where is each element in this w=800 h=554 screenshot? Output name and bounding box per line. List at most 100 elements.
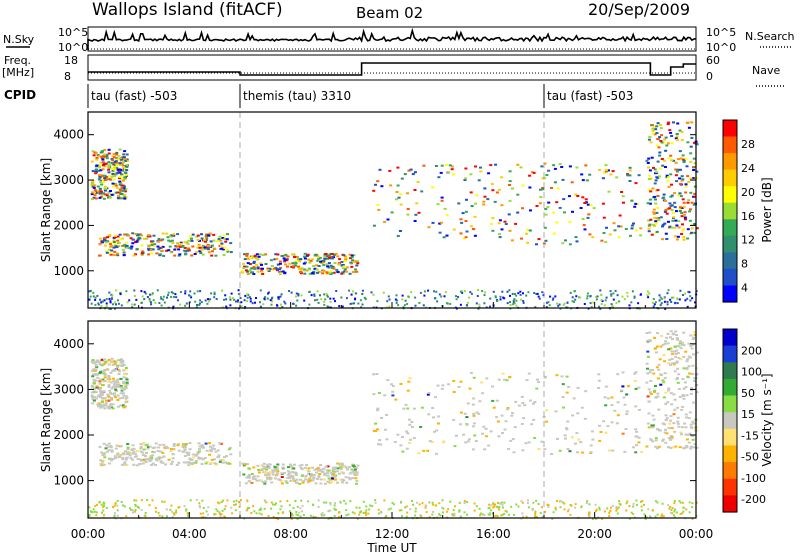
echo-cell	[541, 187, 545, 190]
echo-cell	[261, 267, 264, 270]
echo-cell	[667, 362, 671, 364]
echo-cell	[198, 246, 202, 249]
clutter-cell	[625, 509, 628, 512]
clutter-cell	[357, 302, 360, 305]
echo-cell	[350, 471, 354, 474]
clutter-cell	[476, 295, 479, 297]
clutter-cell	[267, 292, 270, 295]
echo-cell	[500, 176, 504, 179]
echo-cell	[218, 245, 222, 247]
echo-cell	[662, 381, 666, 384]
clutter-cell	[563, 508, 566, 511]
echo-cell	[326, 472, 330, 475]
clutter-cell	[673, 500, 676, 502]
echo-cell	[475, 411, 479, 414]
echo-cell	[90, 160, 94, 163]
echo-cell	[125, 165, 129, 168]
cpid-segment-label: tau (fast) -503	[91, 89, 177, 103]
echo-cell	[110, 244, 114, 247]
clutter-cell	[579, 296, 582, 299]
clutter-cell	[487, 513, 490, 516]
clutter-cell	[160, 304, 163, 307]
echo-cell	[187, 247, 191, 250]
echo-cell	[669, 154, 673, 157]
echo-cell	[655, 144, 659, 147]
echo-cell	[210, 458, 214, 461]
clutter-cell	[185, 509, 188, 512]
clutter-cell	[154, 507, 157, 509]
echo-cell	[670, 435, 674, 438]
power-ylabel: Slant Range [km]	[39, 158, 53, 262]
echo-cell	[276, 468, 279, 471]
echo-cell	[118, 157, 122, 160]
echo-cell	[99, 195, 103, 198]
clutter-cell	[490, 504, 493, 507]
clutter-cell	[541, 291, 544, 294]
echo-cell	[434, 165, 438, 167]
clutter-cell	[616, 294, 619, 297]
echo-cell	[257, 469, 261, 471]
clutter-cell	[489, 509, 492, 512]
echo-cell	[183, 448, 187, 451]
echo-cell	[290, 474, 294, 477]
clutter-cell	[423, 290, 426, 293]
clutter-cell	[519, 293, 522, 296]
echo-cell	[626, 174, 630, 177]
echo-cell	[244, 269, 248, 272]
clutter-cell	[224, 505, 227, 508]
echo-cell	[497, 378, 501, 381]
clutter-cell	[175, 511, 178, 514]
clutter-cell	[259, 301, 261, 304]
echo-cell	[336, 255, 340, 258]
clutter-cell	[534, 512, 537, 515]
echo-cell	[145, 237, 149, 240]
echo-cell	[224, 461, 228, 464]
echo-cell	[99, 391, 103, 394]
echo-cell	[332, 471, 336, 474]
clutter-cell	[669, 298, 672, 301]
echo-cell	[247, 476, 251, 479]
echo-cell	[672, 212, 675, 215]
echo-cell	[134, 233, 138, 235]
clutter-cell	[679, 501, 682, 504]
clutter-cell	[358, 513, 361, 516]
echo-cell	[589, 444, 593, 447]
clutter-cell	[470, 292, 473, 295]
echo-cell	[98, 192, 102, 195]
clutter-cell	[522, 301, 525, 304]
clutter-cell	[485, 306, 488, 309]
echo-cell	[564, 239, 567, 242]
echo-cell	[427, 392, 431, 394]
echo-cell	[107, 384, 111, 387]
echo-cell	[601, 202, 605, 205]
echo-cell	[348, 472, 352, 475]
echo-cell	[491, 217, 495, 220]
echo-cell	[419, 426, 423, 428]
echo-cell	[135, 240, 139, 243]
clutter-cell	[658, 299, 661, 302]
echo-cell	[684, 386, 688, 389]
echo-cell	[452, 418, 456, 421]
echo-cell	[159, 460, 163, 463]
clutter-cell	[333, 507, 336, 510]
clutter-cell	[558, 303, 561, 306]
clutter-cell	[432, 510, 434, 513]
echo-cell	[123, 185, 126, 188]
echo-cell	[103, 456, 107, 459]
echo-cell	[692, 336, 696, 339]
echo-cell	[152, 451, 156, 454]
clutter-cell	[162, 295, 165, 298]
echo-cell	[99, 181, 103, 183]
echo-cell	[283, 259, 287, 262]
clutter-cell	[143, 298, 146, 301]
echo-cell	[205, 461, 209, 464]
echo-cell	[535, 205, 539, 207]
clutter-cell	[215, 298, 218, 300]
clutter-cell	[552, 297, 555, 300]
echo-cell	[288, 463, 292, 466]
echo-cell	[667, 389, 671, 392]
clutter-cell	[527, 506, 530, 509]
echo-cell	[692, 166, 696, 168]
echo-cell	[651, 369, 655, 371]
clutter-cell	[610, 303, 613, 306]
